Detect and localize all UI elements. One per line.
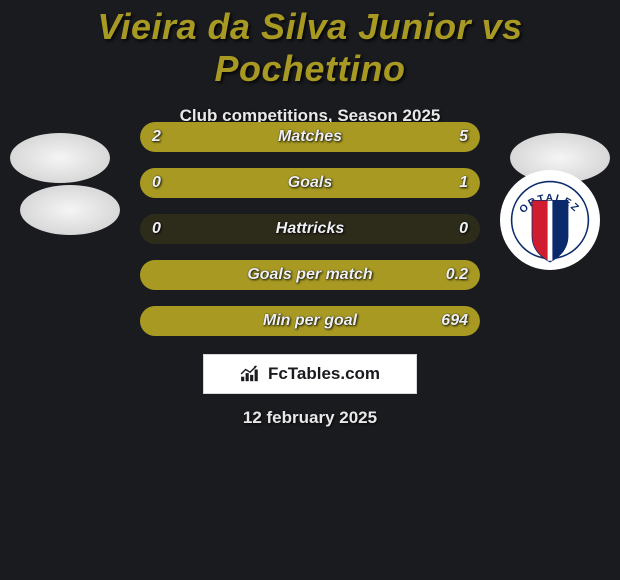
stat-row: 0 Hattricks 0	[140, 214, 480, 244]
stat-value-left: 2	[152, 128, 161, 146]
comparison-title: Vieira da Silva Junior vs Pochettino	[0, 0, 620, 90]
stat-value-right: 1	[459, 174, 468, 192]
club-left-badge	[20, 160, 120, 260]
date-label: 12 february 2025	[0, 408, 620, 428]
stat-value-right: 694	[441, 312, 468, 330]
stat-row: Goals per match 0.2	[140, 260, 480, 290]
stat-value-left: 0	[152, 220, 161, 238]
stat-row: Min per goal 694	[140, 306, 480, 336]
stat-row: 2 Matches 5	[140, 122, 480, 152]
club-right-badge: FORTALEZA	[500, 170, 600, 270]
stat-label: Goals per match	[247, 266, 372, 284]
stat-value-right: 0	[459, 220, 468, 238]
bar-chart-icon	[240, 365, 262, 383]
stat-bar-right	[239, 122, 480, 152]
stat-row: 0 Goals 1	[140, 168, 480, 198]
stat-value-left: 0	[152, 174, 161, 192]
stat-label: Matches	[278, 128, 342, 146]
stat-label: Min per goal	[263, 312, 357, 330]
stats-container: 2 Matches 5 0 Goals 1 0 Hattricks 0 Goals per mat…	[140, 122, 480, 352]
placeholder-ellipse-icon	[20, 185, 120, 235]
brand-box: FcTables.com	[203, 354, 417, 394]
stat-value-right: 5	[459, 128, 468, 146]
stat-value-right: 0.2	[446, 266, 468, 284]
stat-label: Goals	[288, 174, 332, 192]
stat-label: Hattricks	[276, 220, 344, 238]
brand-label: FcTables.com	[268, 364, 380, 384]
fortaleza-shield-icon: FORTALEZA	[508, 172, 592, 268]
